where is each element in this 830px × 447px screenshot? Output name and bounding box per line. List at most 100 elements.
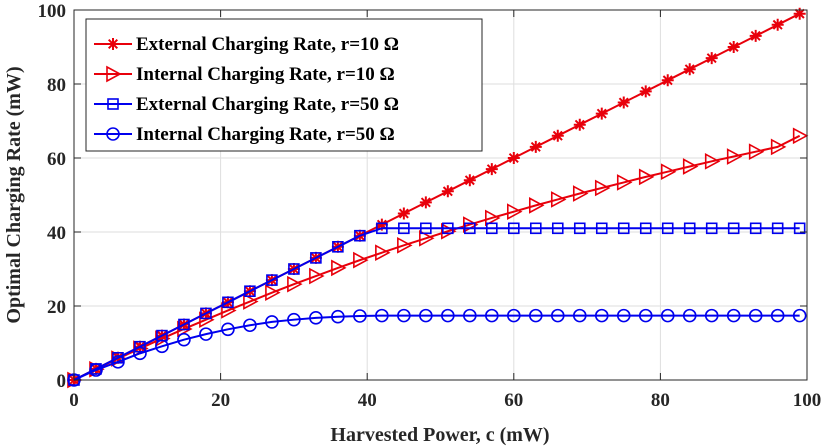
series-3 (68, 222, 806, 386)
data-point-triangle-right (375, 244, 391, 262)
data-point-circle (177, 332, 191, 347)
data-point-triangle-right (199, 311, 215, 329)
data-point-triangle-right (638, 168, 655, 186)
data-point-circle (704, 308, 719, 323)
legend: External Charging Rate, r=10 Ω Internal C… (85, 18, 483, 152)
legend-label: External Charging Rate, r=10 Ω (136, 34, 399, 55)
data-point-triangle-right (353, 251, 369, 269)
data-point-square (551, 222, 564, 235)
legend-label: Internal Charging Rate, r=50 Ω (136, 124, 395, 145)
data-point-circle (155, 339, 169, 354)
data-point-square (442, 222, 454, 235)
data-point-circle (726, 308, 741, 323)
data-point-triangle-right (287, 275, 303, 293)
data-point-square (573, 222, 586, 235)
x-tick-label: 40 (358, 390, 377, 411)
data-point-asterisk (727, 41, 740, 53)
data-point-square (464, 222, 476, 235)
data-point-triangle-right (792, 127, 809, 145)
data-point-square (486, 222, 498, 235)
data-point-triangle-right (682, 158, 699, 175)
data-point-triangle-right (506, 203, 523, 220)
data-point-square (420, 222, 432, 235)
data-point-asterisk (595, 107, 608, 120)
data-point-square (639, 222, 652, 235)
data-point-circle (265, 315, 279, 329)
x-tick-label: 80 (651, 390, 670, 411)
data-point-triangle-right (309, 267, 325, 285)
data-point-square (244, 285, 256, 298)
data-point-circle (594, 308, 609, 323)
data-point-square (529, 222, 542, 235)
data-point-asterisk (551, 129, 564, 142)
legend-entry-3: External Charging Rate, r=50 Ω (94, 94, 399, 115)
plot-frame (73, 9, 808, 381)
data-point-asterisk (573, 118, 586, 131)
data-point-square (595, 222, 608, 235)
data-point-asterisk (683, 63, 696, 76)
data-point-square (705, 222, 718, 235)
data-point-asterisk (463, 174, 476, 187)
data-point-circle (616, 308, 631, 323)
x-tick-label: 60 (504, 390, 523, 411)
y-axis-label: Optimal Charging Rate (mW) (3, 66, 25, 323)
series-line (73, 134, 801, 381)
data-point-triangle-right (265, 284, 281, 302)
data-point-circle (199, 327, 213, 341)
data-point-circle (89, 363, 103, 377)
data-point-triangle-right (660, 163, 677, 181)
data-point-circle (243, 318, 257, 333)
x-tick-label: 0 (69, 390, 79, 411)
data-point-square (354, 229, 366, 242)
data-point-triangle-right (726, 148, 743, 165)
data-point-triangle-right (748, 143, 765, 161)
y-tick-label: 0 (57, 371, 67, 392)
series-line (73, 314, 800, 381)
y-tick-label: 100 (38, 1, 67, 22)
data-point-asterisk (529, 140, 542, 153)
data-point-circle (638, 308, 653, 323)
data-point-asterisk (749, 29, 762, 42)
data-point-square (310, 252, 322, 264)
data-point-square (222, 296, 234, 309)
data-point-asterisk (397, 207, 410, 220)
data-point-triangle-right (106, 65, 122, 83)
data-point-triangle-right (177, 320, 193, 338)
data-point-triangle-right (397, 236, 413, 254)
data-point-asterisk (419, 196, 432, 209)
data-point-asterisk (617, 96, 630, 109)
data-point-circle (485, 308, 499, 323)
data-point-square (727, 222, 740, 235)
data-point-asterisk (771, 18, 784, 31)
legend-label: External Charging Rate, r=50 Ω (136, 94, 399, 115)
data-point-square (200, 307, 212, 320)
data-point-square (288, 263, 300, 275)
data-point-square (134, 340, 146, 353)
data-point-triangle-right (616, 174, 633, 191)
data-point-circle (287, 312, 301, 327)
data-point-circle (572, 308, 587, 323)
data-point-square (266, 274, 278, 286)
data-point-square (683, 222, 696, 235)
data-point-circle (133, 346, 147, 361)
data-point-square (507, 222, 520, 235)
data-point-circle (792, 308, 807, 323)
data-point-circle (309, 311, 323, 325)
data-point-square (749, 222, 762, 235)
data-point-circle (463, 308, 477, 323)
legend-entry-2: Internal Charging Rate, r=10 Ω (94, 64, 395, 85)
legend-entry-4: Internal Charging Rate, r=50 Ω (94, 124, 395, 145)
data-point-circle (748, 308, 763, 323)
y-tick-label: 80 (47, 75, 66, 96)
legend-box (85, 18, 483, 152)
y-tick-label: 60 (47, 149, 66, 170)
data-point-square (376, 222, 388, 235)
data-point-square (107, 98, 119, 110)
data-point-triangle-right (331, 259, 347, 277)
data-point-asterisk (441, 185, 454, 198)
data-point-circle (353, 309, 367, 323)
data-point-square (793, 222, 806, 235)
series-4 (67, 308, 807, 387)
legend-label: Internal Charging Rate, r=10 Ω (136, 64, 395, 85)
